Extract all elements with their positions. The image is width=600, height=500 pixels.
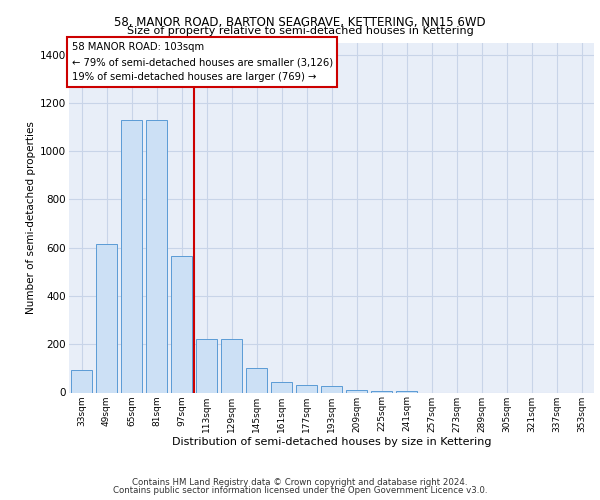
Bar: [71, 370, 92, 392]
Text: Contains public sector information licensed under the Open Government Licence v3: Contains public sector information licen…: [113, 486, 487, 495]
Bar: [196, 340, 217, 392]
Bar: [296, 386, 317, 392]
Bar: [146, 120, 167, 392]
Bar: [96, 244, 117, 392]
Bar: [346, 390, 367, 392]
Bar: [321, 386, 342, 392]
Bar: [121, 120, 142, 392]
Text: Contains HM Land Registry data © Crown copyright and database right 2024.: Contains HM Land Registry data © Crown c…: [132, 478, 468, 487]
Text: 58 MANOR ROAD: 103sqm
← 79% of semi-detached houses are smaller (3,126)
19% of s: 58 MANOR ROAD: 103sqm ← 79% of semi-deta…: [71, 42, 333, 82]
Text: 58, MANOR ROAD, BARTON SEAGRAVE, KETTERING, NN15 6WD: 58, MANOR ROAD, BARTON SEAGRAVE, KETTERI…: [114, 16, 486, 29]
Bar: [171, 256, 192, 392]
Text: Size of property relative to semi-detached houses in Kettering: Size of property relative to semi-detach…: [127, 26, 473, 36]
Y-axis label: Number of semi-detached properties: Number of semi-detached properties: [26, 121, 36, 314]
Bar: [221, 340, 242, 392]
Bar: [271, 382, 292, 392]
Bar: [246, 368, 267, 392]
X-axis label: Distribution of semi-detached houses by size in Kettering: Distribution of semi-detached houses by …: [172, 437, 491, 447]
